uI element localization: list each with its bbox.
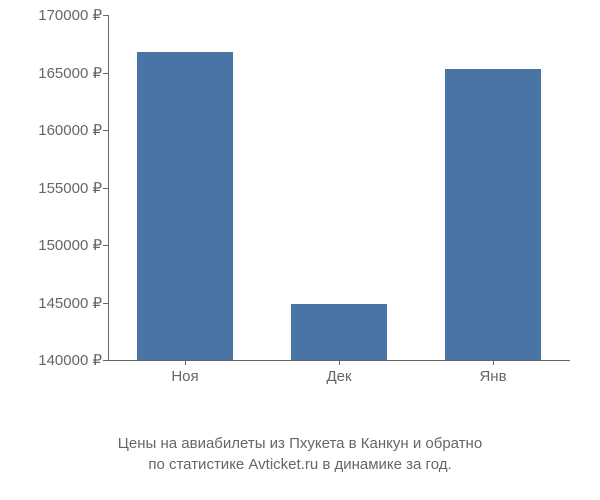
y-axis-tick xyxy=(103,130,108,131)
y-axis-tick-label: 155000 ₽ xyxy=(38,179,102,197)
y-axis-tick-label: 140000 ₽ xyxy=(38,351,102,369)
y-axis-tick xyxy=(103,303,108,304)
plot-area xyxy=(108,15,570,360)
x-axis-tick xyxy=(339,360,340,365)
y-axis-tick-label: 150000 ₽ xyxy=(38,236,102,254)
y-axis-tick xyxy=(103,360,108,361)
x-axis-tick xyxy=(493,360,494,365)
x-axis-tick-label: Янв xyxy=(479,368,506,385)
y-axis-tick-label: 165000 ₽ xyxy=(38,64,102,82)
y-axis-tick-label: 145000 ₽ xyxy=(38,294,102,312)
chart-caption-line1: Цены на авиабилеты из Пхукета в Канкун и… xyxy=(0,433,600,454)
x-axis-tick-label: Ноя xyxy=(171,368,198,385)
price-chart: 140000 ₽ 145000 ₽ 150000 ₽ 155000 ₽ 160000 ₽… xyxy=(0,0,600,420)
x-axis-tick-label: Дек xyxy=(326,368,351,385)
x-axis-tick xyxy=(185,360,186,365)
y-axis-tick xyxy=(103,73,108,74)
chart-caption-line2: по статистике Avticket.ru в динамике за … xyxy=(0,454,600,475)
y-axis-tick-label: 160000 ₽ xyxy=(38,121,102,139)
bar xyxy=(445,69,540,360)
y-axis-tick-label: 170000 ₽ xyxy=(38,6,102,24)
y-axis-tick xyxy=(103,188,108,189)
bar xyxy=(137,52,232,360)
y-axis-tick xyxy=(103,245,108,246)
bar xyxy=(291,304,386,360)
y-axis-tick xyxy=(103,15,108,16)
